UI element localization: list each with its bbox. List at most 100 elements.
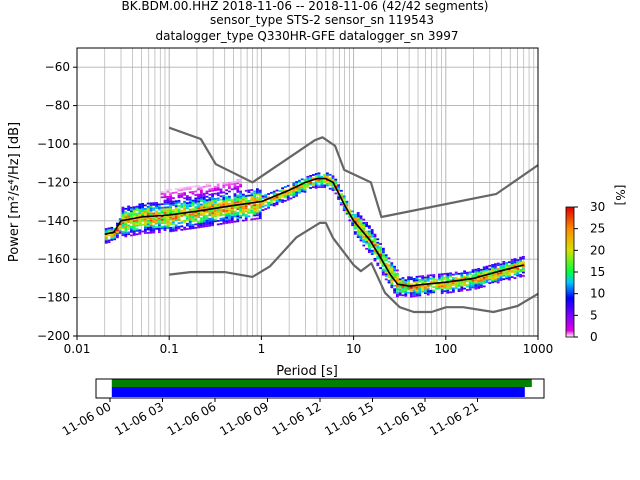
heatmap-cell (166, 218, 170, 221)
heatmap-cell (440, 285, 444, 288)
heatmap-cell (421, 287, 424, 290)
heatmap-cell (468, 285, 472, 287)
heatmap-cell (169, 213, 172, 215)
heatmap-cell (468, 281, 472, 284)
heatmap-cell (410, 283, 413, 286)
heatmap-cell (298, 190, 301, 192)
heatmap-cell (256, 205, 259, 208)
x-tick-label: 100 (434, 342, 457, 356)
heatmap-cell (513, 261, 517, 264)
heatmap-cell (247, 199, 251, 202)
heatmap-cell (449, 279, 452, 282)
heatmap-cell (289, 192, 293, 195)
heatmap-cell (138, 208, 142, 211)
heatmap-cell (356, 215, 360, 218)
heatmap-cell (242, 211, 245, 213)
heatmap-cell (474, 282, 478, 285)
heatmap-cell (393, 277, 396, 280)
heatmap-cell (320, 186, 324, 188)
heatmap-cell (326, 182, 329, 185)
heatmap-cell (208, 185, 212, 187)
heatmap-cell (295, 194, 298, 197)
heatmap-cell (158, 207, 161, 209)
colorbar-tick-label: 15 (590, 265, 605, 279)
heatmap-cell (236, 191, 240, 193)
heatmap-cell (379, 246, 382, 249)
heatmap-cell (146, 202, 150, 205)
heatmap-cell (340, 193, 343, 196)
heatmap-cell (244, 198, 248, 201)
heatmap-cell (384, 264, 388, 267)
heatmap-cell (141, 208, 144, 210)
heatmap-cell (323, 174, 326, 176)
heatmap-cell (211, 205, 214, 208)
heatmap-cell (130, 208, 133, 211)
heatmap-cell (275, 196, 279, 199)
heatmap-cell (373, 249, 377, 252)
heatmap-cell (502, 266, 506, 268)
x-tick-label: 1000 (523, 342, 554, 356)
heatmap-cell (191, 227, 195, 230)
heatmap-cell (144, 228, 147, 231)
heatmap-cell (127, 231, 130, 234)
heatmap-cell (225, 203, 228, 205)
heatmap-cell (488, 271, 492, 274)
heatmap-cell (275, 201, 279, 204)
heatmap-cell (233, 184, 237, 187)
heatmap-cell (124, 214, 128, 217)
heatmap-cell (292, 182, 296, 185)
heatmap-cell (298, 181, 301, 184)
heatmap-cell (401, 280, 405, 283)
heatmap-cell (393, 284, 396, 287)
heatmap-cell (404, 293, 408, 295)
heatmap-cell (426, 286, 430, 289)
heatmap-cell (188, 196, 192, 199)
heatmap-cell (205, 195, 209, 198)
heatmap-cell (354, 232, 357, 235)
heatmap-cell (186, 205, 189, 208)
heatmap-cell (146, 209, 150, 212)
heatmap-cell (368, 230, 371, 233)
heatmap-cell (482, 268, 486, 270)
heatmap-cell (118, 223, 122, 226)
heatmap-cell (247, 203, 251, 206)
x-ticks: 0.01 0.1 1 10 100 1000 (64, 336, 554, 356)
heatmap-cell (499, 275, 503, 278)
heatmap-cell (135, 224, 139, 227)
heatmap-cell (230, 181, 234, 184)
heatmap-cell (124, 223, 128, 226)
heatmap-cell (513, 265, 517, 267)
heatmap-cell (144, 218, 147, 221)
heatmap-cell (362, 234, 366, 236)
heatmap-cell (354, 224, 357, 227)
heatmap-cell (208, 190, 212, 192)
heatmap-cell (144, 221, 147, 224)
heatmap-cell (303, 187, 307, 190)
heatmap-cell (502, 264, 506, 267)
heatmap-cell (169, 207, 172, 210)
heatmap-cell (513, 258, 517, 260)
heatmap-cell (188, 217, 192, 220)
heatmap-cell (127, 216, 130, 218)
heatmap-cell (398, 288, 402, 291)
heatmap-cell (222, 201, 226, 204)
heatmap-cell (222, 191, 226, 194)
heatmap-cell (404, 291, 408, 294)
heatmap-cell (188, 191, 192, 194)
heatmap-cell (169, 230, 172, 233)
heatmap-cell (211, 203, 214, 206)
heatmap-cell (233, 207, 237, 209)
heatmap-cell (152, 207, 156, 210)
heatmap-cell (516, 271, 520, 274)
heatmap-cell (309, 176, 312, 179)
heatmap-cell (160, 206, 164, 209)
heatmap-cell (253, 207, 256, 210)
heatmap-cell (443, 285, 447, 287)
heatmap-cell (494, 270, 497, 273)
heatmap-cell (194, 194, 198, 196)
heatmap-cell (398, 281, 402, 284)
heatmap-cell (183, 219, 186, 222)
heatmap-cell (373, 237, 377, 239)
timeline-bar-data-available (111, 379, 532, 387)
heatmap-cell (177, 213, 181, 216)
